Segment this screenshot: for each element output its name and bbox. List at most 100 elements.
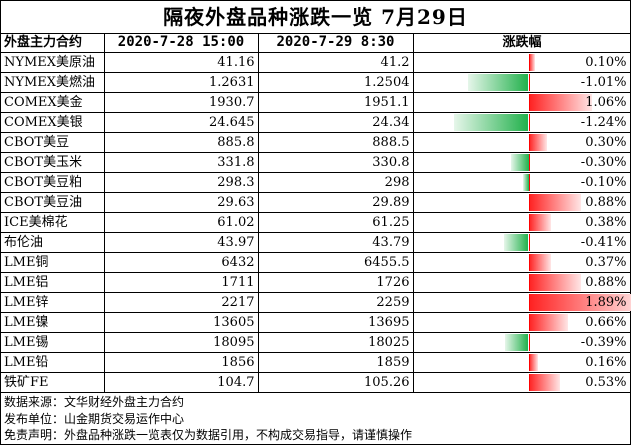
table-row: COMEX美金 1930.7 1951.1 1.06% [1,92,631,113]
row-curr-price: 41.2 [257,52,414,73]
row-change-percent: 0.88% [585,275,627,290]
table-row: COMEX美银 24.645 24.34 -1.24% [1,112,631,133]
row-prev-price: 61.02 [103,212,259,233]
table-row: LME锡 18095 18025 -0.39% [1,332,631,353]
row-curr-price: 18025 [257,332,414,353]
row-change: 0.37% [412,252,631,273]
zero-axis-line [528,274,530,291]
zero-axis-line [528,254,530,271]
change-bar-positive [528,194,582,211]
row-change: 0.88% [412,272,631,293]
row-change-percent: 0.16% [585,355,627,370]
table-row: CBOT美豆 885.8 888.5 0.30% [1,132,631,153]
change-bar-positive [528,374,561,391]
row-change-percent: 0.37% [585,255,627,270]
table-row: ICE美棉花 61.02 61.25 0.38% [1,212,631,233]
row-change: 0.66% [412,312,631,333]
zero-axis-line [528,74,530,91]
row-contract-name: CBOT美豆 [1,132,105,153]
price-table: 外盘主力合约 2020-7-28 15:00 2020-7-29 8:30 涨跌… [1,33,631,393]
table-row: LME铜 6432 6455.5 0.37% [1,252,631,273]
row-contract-name: LME铝 [1,272,105,293]
row-change-percent: 0.30% [585,135,627,150]
row-contract-name: NYMEX美原油 [1,52,105,73]
row-prev-price: 331.8 [103,152,259,173]
table-row: 布伦油 43.97 43.79 -0.41% [1,232,631,253]
row-curr-price: 298 [257,172,414,193]
table-row: LME铅 1856 1859 0.16% [1,352,631,373]
row-contract-name: CBOT美豆油 [1,192,105,213]
zero-axis-line [528,174,530,191]
row-curr-price: 29.89 [257,192,414,213]
row-prev-price: 1856 [103,352,259,373]
change-bar-positive [528,314,569,331]
row-change: 1.06% [412,92,631,113]
row-change: 0.88% [412,192,631,213]
row-prev-price: 1930.7 [103,92,259,113]
row-curr-price: 888.5 [257,132,414,153]
change-bar-negative [505,334,529,351]
table-row: NYMEX美原油 41.16 41.2 0.10% [1,52,631,73]
row-change-percent: 0.10% [585,55,627,70]
header-row: 外盘主力合约 2020-7-28 15:00 2020-7-29 8:30 涨跌… [1,33,631,53]
row-curr-price: 1951.1 [257,92,414,113]
row-prev-price: 885.8 [103,132,259,153]
row-prev-price: 6432 [103,252,259,273]
table-row: CBOT美玉米 331.8 330.8 -0.30% [1,152,631,173]
change-bar-positive [528,214,552,231]
row-change-percent: 0.38% [585,215,627,230]
row-change: -1.01% [412,72,631,93]
table-row: CBOT美豆油 29.63 29.89 0.88% [1,192,631,213]
row-curr-price: 330.8 [257,152,414,173]
row-contract-name: ICE美棉花 [1,212,105,233]
row-contract-name: 布伦油 [1,232,105,253]
row-contract-name: COMEX美金 [1,92,105,113]
change-bar-negative [510,154,529,171]
row-change-percent: -0.30% [580,155,627,170]
change-bar-positive [528,54,535,71]
row-curr-price: 1859 [257,352,414,373]
zero-axis-line [528,314,530,331]
change-bar-positive [528,254,551,271]
row-curr-price: 2259 [257,292,414,313]
row-contract-name: LME镍 [1,312,105,333]
row-prev-price: 1711 [103,272,259,293]
row-change: 0.10% [412,52,631,73]
change-bar-positive [528,274,582,291]
row-prev-price: 298.3 [103,172,259,193]
row-contract-name: COMEX美银 [1,112,105,133]
row-curr-price: 43.79 [257,232,414,253]
row-change: -0.30% [412,152,631,173]
row-contract-name: LME铜 [1,252,105,273]
table-row: LME镍 13605 13695 0.66% [1,312,631,333]
row-change: 0.53% [412,372,631,393]
row-prev-price: 24.645 [103,112,259,133]
zero-axis-line [528,194,530,211]
row-contract-name: LME锡 [1,332,105,353]
change-bar-positive [528,294,630,311]
row-contract-name: CBOT美玉米 [1,152,105,173]
row-change: -0.41% [412,232,631,253]
change-bar-positive [528,354,539,371]
zero-axis-line [528,334,530,351]
row-change-percent: -1.01% [580,75,627,90]
row-change-percent: 0.66% [585,315,627,330]
zero-axis-line [528,154,530,171]
row-change-percent: 1.89% [585,295,627,310]
row-prev-price: 104.7 [103,372,259,393]
change-bar-negative [454,114,529,131]
zero-axis-line [528,114,530,131]
footer-notes: 数据来源：文华财经外盘主力合约 发布单位：山金期货交易运作中心 免责声明：外盘品… [4,394,412,444]
row-curr-price: 6455.5 [257,252,414,273]
zero-axis-line [528,234,530,251]
row-curr-price: 1726 [257,272,414,293]
row-change-percent: -1.24% [580,115,627,130]
row-prev-price: 2217 [103,292,259,313]
row-change: 0.38% [412,212,631,233]
row-contract-name: LME锌 [1,292,105,313]
footer-disclaimer: 免责声明：外盘品种涨跌一览表仅为数据引用，不构成交易指导，请谨慎操作 [4,428,413,442]
change-bar-positive [528,134,547,151]
row-prev-price: 1.2631 [103,72,259,93]
row-prev-price: 43.97 [103,232,259,253]
